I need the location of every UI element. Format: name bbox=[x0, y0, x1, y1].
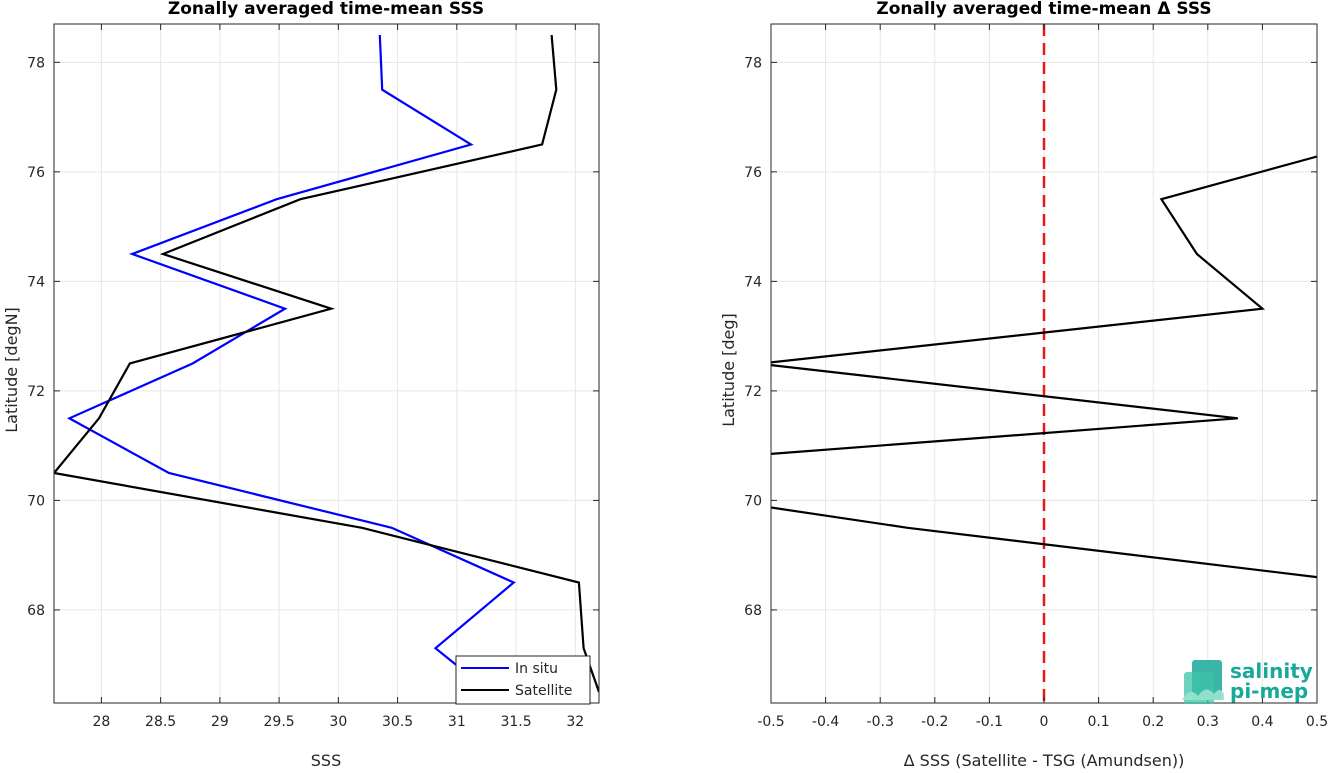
legend-box bbox=[455, 655, 591, 705]
right-y-tick-label: 72 bbox=[744, 384, 762, 400]
legend: In situ Satellite bbox=[455, 655, 591, 705]
right-y-tick-label: 76 bbox=[744, 165, 762, 181]
right-series-line-0 bbox=[771, 506, 1317, 579]
right-ticks: -0.5 -0.4 -0.3 -0.2 -0.1 0 0.1 0.2 0.3 0.4 0.5 68 70… bbox=[744, 24, 1328, 730]
right-x-tick-label: 0.5 bbox=[1306, 714, 1328, 730]
left-ticks: 28 28.5 29 29.5 30 30.5 31 31.5 32 68 70 72 74 76 78 bbox=[27, 24, 599, 730]
logo-text-salinity: salinity bbox=[1230, 659, 1313, 683]
legend-label-satellite: Satellite bbox=[515, 683, 572, 699]
legend-label-in-situ: In situ bbox=[515, 661, 558, 677]
left-plot-area bbox=[54, 24, 599, 703]
left-x-tick-label: 29.5 bbox=[264, 714, 295, 730]
salinity-pi-mep-logo: salinity pi-mep bbox=[1182, 659, 1313, 704]
wave-logo-icon bbox=[1182, 660, 1224, 704]
right-y-tick-label: 78 bbox=[744, 55, 762, 71]
right-y-tick-label: 74 bbox=[744, 274, 762, 290]
left-x-tick-label: 28.5 bbox=[145, 714, 176, 730]
right-series-line-0 bbox=[771, 155, 1317, 364]
right-series-lines bbox=[771, 24, 1317, 703]
left-y-tick-label: 78 bbox=[27, 55, 45, 71]
right-x-axis-label: Δ SSS (Satellite - TSG (Amundsen)) bbox=[904, 751, 1185, 769]
right-x-tick-label: 0.3 bbox=[1197, 714, 1219, 730]
right-x-tick-label: 0 bbox=[1040, 714, 1049, 730]
right-x-tick-label: -0.2 bbox=[921, 714, 948, 730]
left-series-line-satellite bbox=[54, 34, 599, 693]
right-x-tick-label: -0.1 bbox=[976, 714, 1003, 730]
left-y-tick-label: 70 bbox=[27, 493, 45, 509]
right-y-axis-label: Latitude [deg] bbox=[719, 313, 738, 427]
left-x-tick-label: 30.5 bbox=[382, 714, 413, 730]
right-series-line-0 bbox=[771, 364, 1238, 455]
left-x-tick-label: 32 bbox=[566, 714, 584, 730]
left-x-tick-label: 28 bbox=[92, 714, 110, 730]
left-y-tick-label: 68 bbox=[27, 603, 45, 619]
right-x-tick-label: 0.4 bbox=[1251, 714, 1273, 730]
right-x-tick-label: 0.2 bbox=[1142, 714, 1164, 730]
left-y-tick-label: 72 bbox=[27, 384, 45, 400]
right-x-tick-label: -0.5 bbox=[757, 714, 784, 730]
right-y-tick-label: 70 bbox=[744, 493, 762, 509]
left-chart-panel: Zonally averaged time-mean SSS 28 28.5 29 2… bbox=[2, 0, 600, 770]
left-y-tick-label: 74 bbox=[27, 274, 45, 290]
left-x-tick-label: 31 bbox=[448, 714, 466, 730]
left-series-line-in-situ bbox=[66, 34, 516, 671]
left-series-lines bbox=[54, 34, 599, 693]
left-x-tick-label: 30 bbox=[329, 714, 347, 730]
right-y-tick-label: 68 bbox=[744, 603, 762, 619]
left-chart-title: Zonally averaged time-mean SSS bbox=[168, 0, 484, 19]
left-x-axis-label: SSS bbox=[311, 751, 341, 769]
left-y-axis-label: Latitude [degN] bbox=[2, 307, 21, 433]
right-x-tick-label: -0.3 bbox=[867, 714, 894, 730]
right-x-tick-label: -0.4 bbox=[812, 714, 839, 730]
left-x-tick-label: 29 bbox=[211, 714, 229, 730]
right-chart-panel: Zonally averaged time-mean Δ SSS -0.5 -0.… bbox=[719, 0, 1328, 770]
left-y-tick-label: 76 bbox=[27, 165, 45, 181]
right-x-tick-label: 0.1 bbox=[1087, 714, 1109, 730]
left-axes-box bbox=[53, 23, 600, 704]
right-chart-title: Zonally averaged time-mean Δ SSS bbox=[876, 0, 1211, 19]
left-x-tick-label: 31.5 bbox=[500, 714, 531, 730]
logo-text-pi-mep: pi-mep bbox=[1230, 679, 1308, 703]
left-grid bbox=[54, 24, 599, 703]
